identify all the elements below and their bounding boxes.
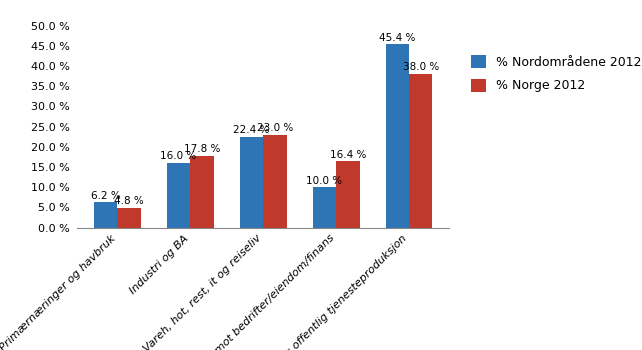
Text: 23.0 %: 23.0 %	[257, 123, 293, 133]
Text: 16.0 %: 16.0 %	[160, 151, 196, 161]
Text: 16.4 %: 16.4 %	[329, 150, 366, 160]
Text: 45.4 %: 45.4 %	[379, 33, 415, 43]
Text: 6.2 %: 6.2 %	[91, 191, 121, 201]
Bar	[263, 135, 286, 228]
Text: 4.8 %: 4.8 %	[114, 196, 144, 206]
Text: 22.4 %: 22.4 %	[233, 125, 270, 135]
Bar	[167, 163, 190, 228]
Bar	[409, 74, 433, 228]
Text: 10.0 %: 10.0 %	[306, 175, 343, 186]
Bar	[240, 137, 263, 228]
Bar	[190, 156, 214, 228]
Bar	[386, 44, 409, 228]
Bar	[336, 161, 360, 228]
Text: 17.8 %: 17.8 %	[184, 144, 220, 154]
Text: 38.0 %: 38.0 %	[403, 62, 439, 72]
Bar	[313, 187, 336, 228]
Legend: % Nordområdene 2012, % Norge 2012: % Nordområdene 2012, % Norge 2012	[471, 55, 641, 92]
Bar	[94, 202, 117, 228]
Bar	[117, 208, 141, 228]
